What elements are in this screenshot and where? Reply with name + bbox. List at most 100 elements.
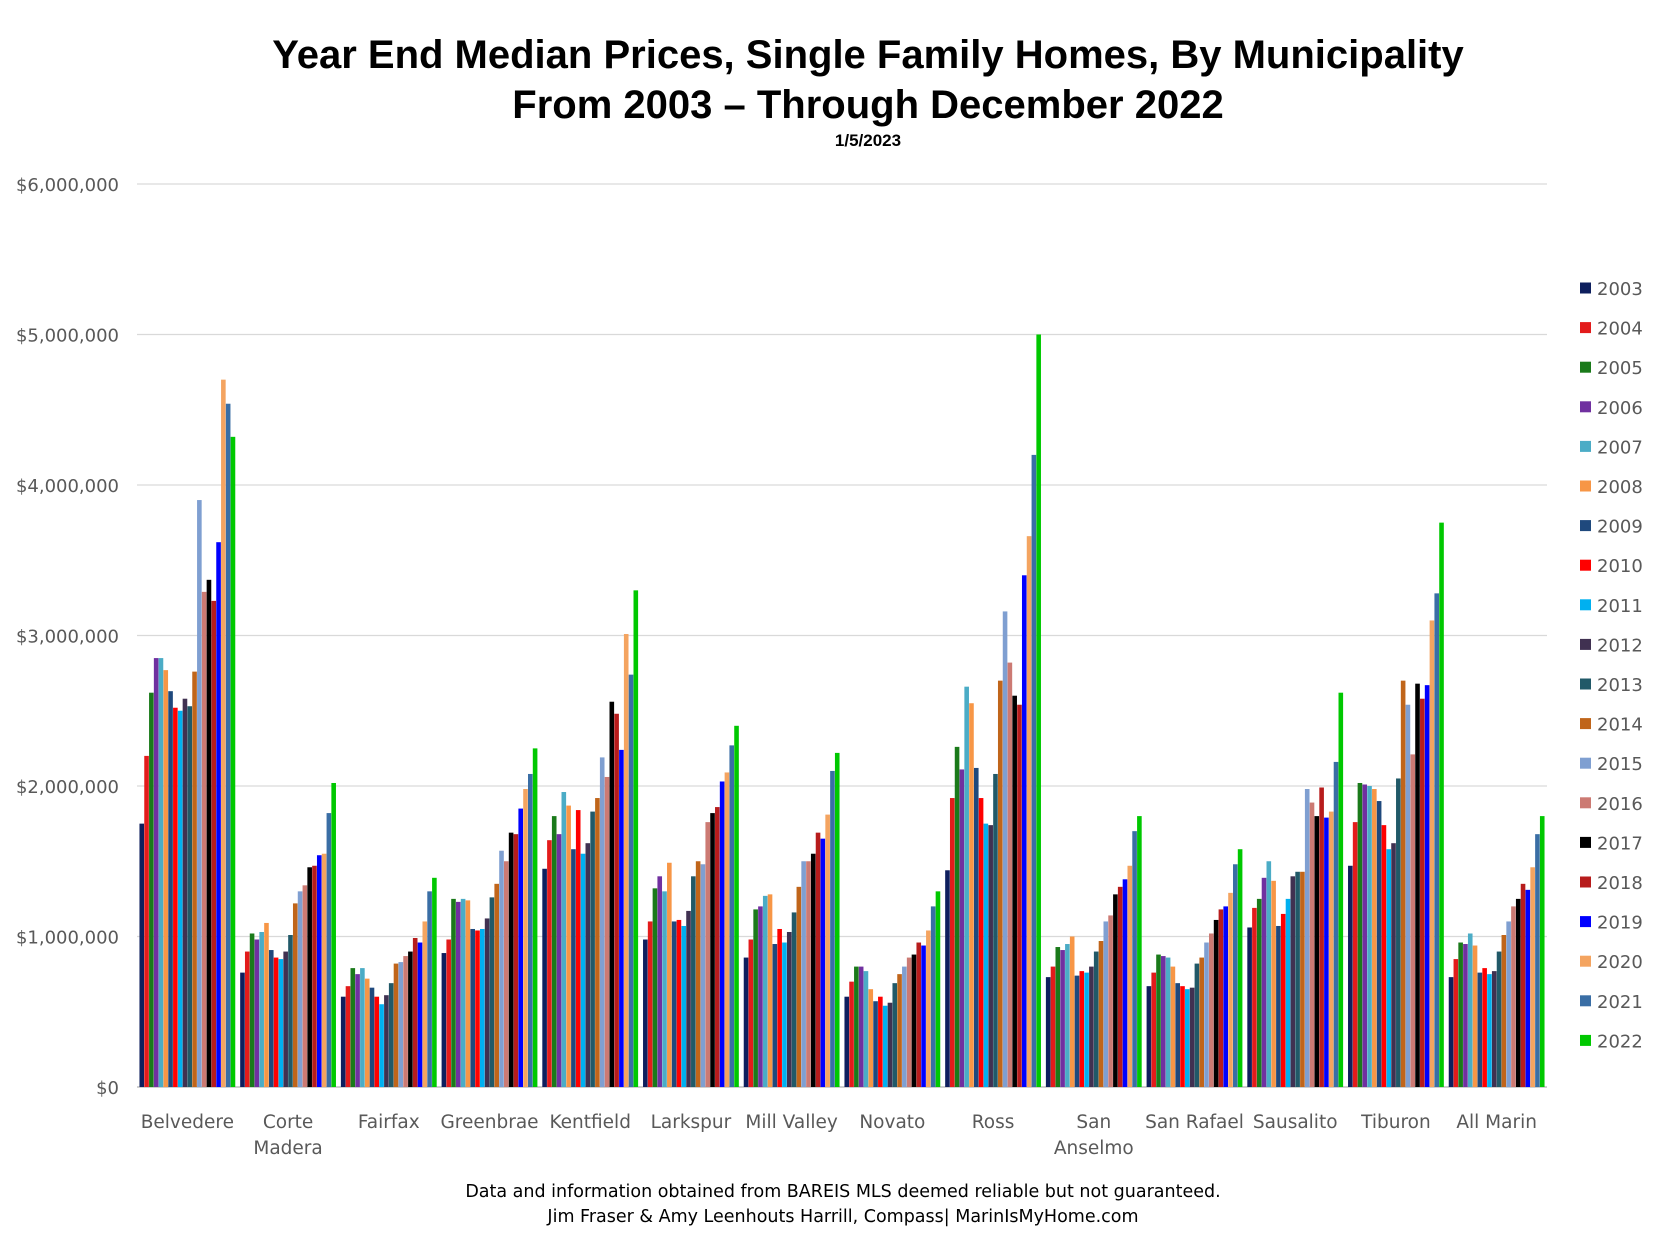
bar <box>671 921 677 1087</box>
bar <box>647 921 653 1087</box>
bar <box>1506 921 1511 1087</box>
bar <box>767 894 773 1087</box>
bar <box>1314 816 1320 1087</box>
bar <box>273 957 279 1087</box>
bar <box>1175 983 1180 1087</box>
bar <box>858 966 864 1087</box>
bar <box>1434 593 1440 1087</box>
bar <box>695 861 701 1087</box>
bar <box>441 953 447 1087</box>
bar <box>854 966 859 1087</box>
bar <box>906 957 912 1087</box>
bar <box>302 885 308 1087</box>
bar <box>863 971 869 1087</box>
bar <box>292 903 298 1087</box>
bar <box>1252 907 1257 1087</box>
bar <box>1309 802 1315 1087</box>
bar <box>993 773 998 1087</box>
legend-label: 2012 <box>1597 635 1643 656</box>
bar <box>1458 942 1463 1087</box>
legend-label: 2006 <box>1597 398 1643 419</box>
bar <box>1539 816 1545 1087</box>
bar <box>350 968 356 1087</box>
bar <box>1530 867 1535 1087</box>
bar <box>1362 784 1368 1087</box>
bar <box>1376 801 1382 1087</box>
bar <box>662 891 667 1087</box>
bar <box>1372 789 1377 1087</box>
bar <box>1146 986 1152 1087</box>
bar <box>163 670 169 1087</box>
bar <box>949 798 955 1087</box>
bar <box>1261 877 1267 1087</box>
bar <box>786 931 792 1087</box>
bar <box>532 748 538 1088</box>
bar <box>504 861 509 1087</box>
bar <box>964 686 969 1087</box>
bar <box>542 868 547 1087</box>
bar <box>657 876 663 1087</box>
bar <box>619 749 624 1087</box>
bar <box>244 951 250 1087</box>
bar <box>575 810 581 1087</box>
legend-swatch <box>1580 995 1591 1007</box>
bar <box>1065 944 1070 1087</box>
bar <box>249 933 255 1087</box>
x-tick-label: Kentfield <box>549 1112 631 1133</box>
bar <box>844 996 850 1087</box>
bar <box>1276 925 1281 1087</box>
bar <box>590 811 595 1087</box>
legend-swatch <box>1580 361 1591 373</box>
bar <box>1069 936 1075 1087</box>
bar <box>1429 620 1435 1087</box>
bar <box>1189 987 1195 1087</box>
bar <box>1405 704 1411 1087</box>
bar <box>1333 761 1339 1087</box>
bar <box>1093 951 1099 1087</box>
bar <box>1496 951 1502 1087</box>
bar <box>753 909 758 1087</box>
bar <box>983 823 989 1088</box>
bar <box>1122 879 1128 1087</box>
bar <box>221 379 226 1087</box>
bar <box>1223 906 1228 1087</box>
bar <box>1535 834 1540 1087</box>
bar <box>1084 972 1089 1087</box>
y-tick-label: $4,000,000 <box>16 476 119 497</box>
bar <box>312 865 317 1087</box>
bar <box>1002 611 1008 1087</box>
bar <box>743 957 749 1087</box>
bar <box>1132 831 1137 1087</box>
bar <box>1089 966 1094 1087</box>
bars <box>139 334 1545 1088</box>
bar <box>772 944 778 1087</box>
bar <box>1156 954 1161 1087</box>
bar <box>1338 692 1344 1087</box>
y-tick-label: $6,000,000 <box>16 175 119 196</box>
bar <box>604 776 610 1087</box>
bar <box>1410 754 1416 1087</box>
bar <box>331 782 336 1087</box>
bar <box>868 989 874 1087</box>
bar <box>599 757 605 1087</box>
x-tick-label: Fairfax <box>358 1112 420 1133</box>
bar <box>1319 787 1324 1087</box>
bar <box>1463 944 1468 1087</box>
y-tick-label: $1,000,000 <box>16 928 119 949</box>
bar <box>1304 789 1310 1087</box>
legend-swatch <box>1580 876 1591 888</box>
bar <box>518 808 523 1087</box>
bar <box>1137 816 1142 1087</box>
bar <box>1477 972 1483 1087</box>
bar <box>1525 889 1531 1087</box>
bar <box>988 825 993 1087</box>
bar <box>230 436 236 1088</box>
bar <box>393 963 399 1087</box>
bar <box>403 956 408 1087</box>
legend-swatch <box>1580 757 1591 769</box>
bar <box>451 898 456 1088</box>
legend-label: 2004 <box>1597 319 1643 340</box>
bar <box>614 713 619 1087</box>
legend-label: 2005 <box>1597 358 1643 379</box>
